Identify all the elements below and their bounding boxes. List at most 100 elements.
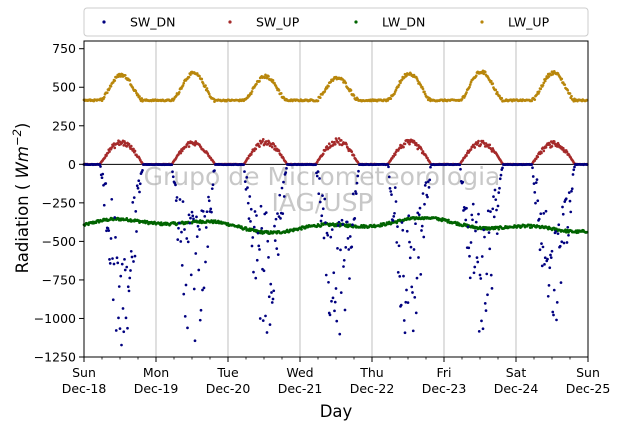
x-tick-label-day: Thu (359, 365, 383, 380)
point-sw-dn (248, 195, 252, 198)
point-lw-up (405, 74, 408, 78)
point-sw-dn (389, 190, 393, 193)
point-sw-dn (246, 201, 250, 205)
point-sw-dn (277, 215, 281, 218)
point-sw-dn (429, 165, 432, 169)
point-sw-up (279, 153, 283, 157)
point-sw-dn (131, 201, 135, 204)
point-sw-dn (337, 220, 341, 224)
point-sw-dn (478, 273, 482, 277)
point-lw-up (468, 85, 471, 89)
point-lw-up (138, 95, 141, 98)
point-sw-dn (107, 229, 111, 232)
point-sw-up (465, 154, 468, 158)
point-sw-dn (330, 299, 333, 303)
point-lw-dn (213, 219, 217, 222)
point-sw-dn (552, 288, 556, 292)
point-lw-up (187, 75, 191, 79)
point-sw-dn (410, 285, 414, 289)
point-sw-dn (255, 214, 258, 217)
y-axis-ticks: 750 500 250 0 −250 −500 −750 −1000 −1250 (34, 41, 84, 365)
point-sw-dn (474, 220, 478, 224)
point-sw-dn (254, 276, 258, 280)
point-lw-up (100, 99, 104, 103)
point-sw-dn (536, 199, 540, 203)
point-sw-dn (136, 186, 140, 190)
point-sw-dn (134, 210, 138, 213)
point-sw-up (321, 152, 325, 156)
point-sw-dn (485, 272, 489, 276)
point-sw-dn (468, 254, 471, 258)
point-sw-dn (390, 193, 393, 196)
point-sw-dn (427, 185, 431, 189)
point-sw-dn (530, 163, 534, 166)
point-lw-up (541, 83, 545, 87)
grid-lines (155, 41, 517, 357)
point-sw-up (536, 155, 540, 159)
point-sw-up (250, 150, 254, 154)
point-sw-dn (559, 281, 563, 284)
point-sw-dn (243, 180, 247, 183)
point-sw-dn (424, 181, 428, 184)
point-sw-up (339, 138, 343, 142)
point-lw-up (494, 88, 498, 92)
point-sw-dn (393, 186, 397, 189)
point-sw-dn (345, 220, 349, 224)
point-sw-dn (489, 210, 492, 213)
point-sw-dn (201, 288, 204, 292)
point-sw-dn (388, 186, 392, 190)
point-sw-dn (252, 270, 255, 274)
point-sw-dn (543, 262, 546, 266)
point-sw-up (488, 143, 492, 147)
point-sw-up (333, 142, 337, 146)
point-lw-up (344, 81, 348, 85)
point-sw-dn (174, 199, 178, 202)
point-sw-dn (114, 329, 118, 332)
point-sw-dn (546, 294, 550, 298)
point-sw-dn (112, 262, 116, 266)
point-sw-up (477, 139, 480, 143)
point-sw-dn (555, 318, 558, 322)
x-axis-ticks: SunDec-18MonDec-19TueDec-20WedDec-21ThuD… (62, 357, 610, 396)
point-sw-dn (314, 163, 318, 166)
point-lw-up (539, 87, 543, 91)
point-sw-dn (339, 248, 342, 252)
legend-label: LW_DN (382, 15, 425, 30)
point-sw-up (484, 142, 488, 145)
point-sw-dn (405, 229, 409, 233)
point-lw-dn (159, 221, 163, 224)
point-lw-dn (87, 223, 90, 227)
point-sw-dn (100, 176, 104, 180)
point-sw-dn (186, 240, 190, 244)
point-lw-up (177, 91, 181, 94)
point-sw-dn (414, 311, 418, 315)
point-lw-up (325, 86, 329, 90)
point-sw-dn (179, 240, 183, 243)
point-sw-dn (123, 268, 127, 272)
point-sw-dn (321, 207, 325, 211)
point-lw-up (352, 94, 356, 97)
point-sw-dn (387, 175, 391, 179)
point-lw-dn (244, 226, 248, 229)
point-sw-dn (251, 236, 255, 239)
point-sw-up (261, 140, 264, 143)
point-lw-up (109, 84, 113, 88)
point-sw-dn (406, 301, 410, 305)
point-sw-dn (126, 285, 130, 289)
point-lw-up (416, 79, 420, 82)
point-sw-dn (260, 226, 264, 230)
point-sw-dn (250, 244, 254, 248)
point-sw-up (534, 157, 538, 160)
point-sw-dn (276, 253, 280, 256)
point-lw-up (498, 94, 501, 98)
point-lw-up (547, 75, 551, 78)
point-sw-dn (426, 195, 429, 199)
point-sw-dn (273, 224, 276, 228)
point-sw-dn (486, 293, 489, 297)
point-lw-up (421, 87, 425, 91)
point-sw-dn (284, 171, 288, 174)
legend-label: LW_UP (508, 15, 550, 30)
point-sw-dn (498, 177, 502, 181)
